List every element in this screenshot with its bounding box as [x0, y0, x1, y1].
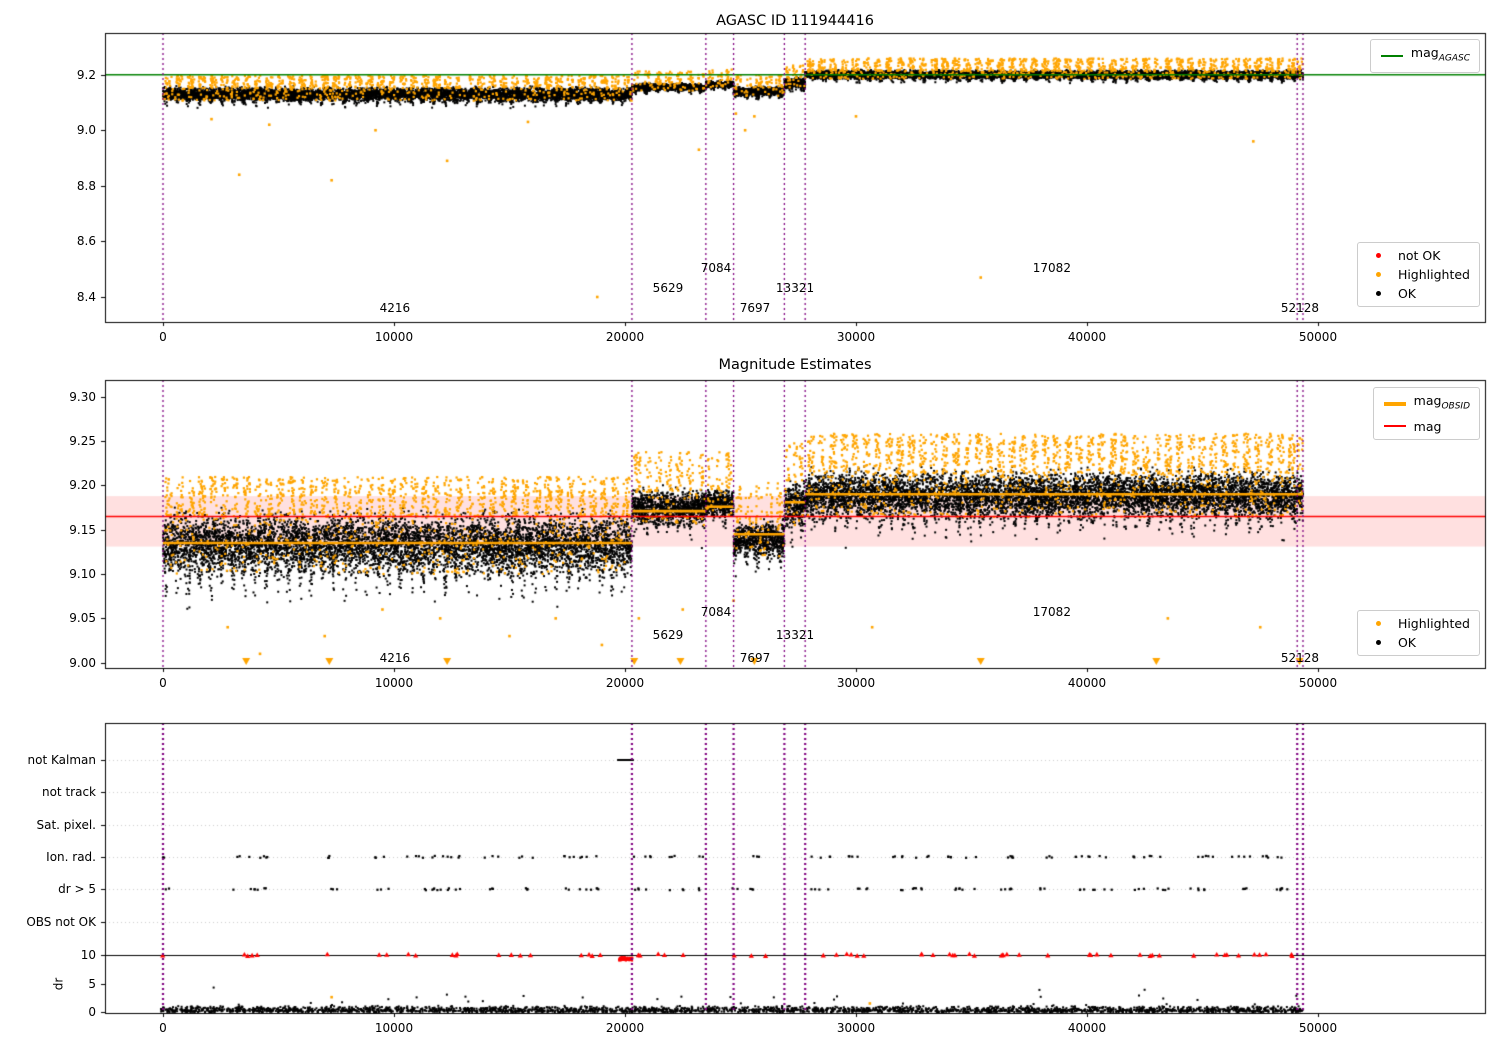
- obsid-label: 7084: [700, 605, 732, 620]
- obsid-label: 7697: [739, 300, 771, 315]
- x-tick-label: 30000: [836, 1021, 876, 1035]
- x-tick-label: 10000: [374, 330, 414, 344]
- x-tick-label: 20000: [605, 330, 645, 344]
- y-tick-label: 9.15: [69, 522, 96, 537]
- x-tick-label: 10000: [374, 676, 414, 690]
- dr-tick-label: 10: [80, 948, 96, 962]
- category-label: not track: [41, 785, 96, 800]
- x-tick-label: 30000: [836, 330, 876, 344]
- legend-label: magAGASC: [1410, 45, 1470, 64]
- y-tick-label: 8.8: [76, 178, 96, 193]
- dot-marker-icon: [1367, 253, 1391, 258]
- legend-label: OK: [1397, 635, 1416, 650]
- obsid-label: 17082: [1032, 260, 1071, 275]
- legend-label: magOBSID: [1413, 393, 1470, 412]
- middle-plot-title: Magnitude Estimates: [718, 357, 872, 373]
- obsid-label: 52128: [1280, 300, 1320, 315]
- x-tick-label: 20000: [605, 676, 645, 690]
- dot-marker-icon: [1367, 272, 1391, 277]
- line-sample-icon: [1383, 402, 1407, 406]
- legend-entry: Highlighted: [1367, 267, 1470, 282]
- dot-marker-icon: [1367, 621, 1391, 626]
- obsid-label: 13321: [775, 280, 815, 295]
- obsid-label: 4216: [379, 300, 411, 315]
- y-tick-label: 8.6: [76, 234, 96, 249]
- obsid-label: 4216: [379, 651, 411, 666]
- y-tick-label: 9.0: [76, 123, 96, 138]
- category-label: dr > 5: [58, 882, 96, 897]
- legend-label: not OK: [1397, 248, 1441, 263]
- y-tick-label: 9.2: [76, 67, 96, 82]
- dot-marker-icon: [1367, 291, 1391, 296]
- y-tick-label: 9.25: [69, 434, 96, 449]
- legend: not OK Highlighted OK: [1356, 242, 1480, 307]
- y-tick-label: 9.20: [69, 478, 96, 493]
- dr-tick-label: 0: [88, 1005, 96, 1019]
- x-tick-label: 50000: [1298, 330, 1338, 344]
- top-plot-title: AGASC ID 111944416: [716, 13, 874, 29]
- x-tick-label: 30000: [836, 676, 876, 690]
- line-sample-icon: [1383, 425, 1407, 427]
- y-tick-label: 9.30: [69, 389, 96, 404]
- legend-label: mag: [1413, 418, 1442, 434]
- legend-entry: not OK: [1367, 248, 1470, 263]
- category-label: Ion. rad.: [46, 849, 96, 864]
- obsid-label: 5629: [652, 280, 684, 295]
- y-tick-label: 9.05: [69, 611, 96, 626]
- obsid-label: 13321: [775, 628, 815, 643]
- obsid-label: 5629: [652, 628, 684, 643]
- x-tick-label: 20000: [605, 1021, 645, 1035]
- legend-entry: OK: [1367, 286, 1470, 301]
- legend-label: Highlighted: [1397, 267, 1470, 282]
- obsid-label: 7084: [700, 260, 732, 275]
- x-tick-label: 40000: [1067, 1021, 1107, 1035]
- legend-entry: OK: [1367, 635, 1470, 650]
- x-tick-label: 0: [159, 330, 167, 344]
- legend: Highlighted OK: [1356, 610, 1480, 656]
- category-label: not Kalman: [27, 753, 96, 767]
- dot-marker-icon: [1367, 640, 1391, 645]
- dr-tick-label: 5: [88, 976, 96, 991]
- category-label: OBS not OK: [26, 914, 96, 929]
- legend: magAGASC: [1369, 39, 1480, 73]
- legend-entry: magOBSID: [1383, 393, 1470, 415]
- x-tick-label: 0: [159, 1021, 167, 1035]
- y-tick-label: 9.10: [69, 567, 96, 582]
- x-tick-label: 40000: [1067, 676, 1107, 690]
- legend: magOBSID mag: [1372, 387, 1480, 440]
- obsid-label: 7697: [739, 651, 771, 666]
- dr-axis-label: dr: [51, 977, 66, 991]
- y-tick-label: 8.4: [76, 289, 96, 304]
- legend-entry: Highlighted: [1367, 616, 1470, 631]
- legend-entry: mag: [1383, 419, 1470, 434]
- category-label: Sat. pixel.: [36, 817, 96, 832]
- x-tick-label: 50000: [1298, 676, 1338, 690]
- x-tick-label: 0: [159, 676, 167, 690]
- obsid-label: 52128: [1280, 651, 1320, 666]
- x-tick-label: 50000: [1298, 1021, 1338, 1035]
- y-tick-label: 9.00: [69, 655, 96, 670]
- x-tick-label: 10000: [374, 1021, 414, 1035]
- obsid-label: 17082: [1032, 605, 1071, 620]
- legend-label: Highlighted: [1397, 616, 1470, 631]
- legend-entry: magAGASC: [1380, 45, 1470, 67]
- line-sample-icon: [1380, 54, 1404, 57]
- legend-label: OK: [1397, 286, 1416, 301]
- x-tick-label: 40000: [1067, 330, 1107, 344]
